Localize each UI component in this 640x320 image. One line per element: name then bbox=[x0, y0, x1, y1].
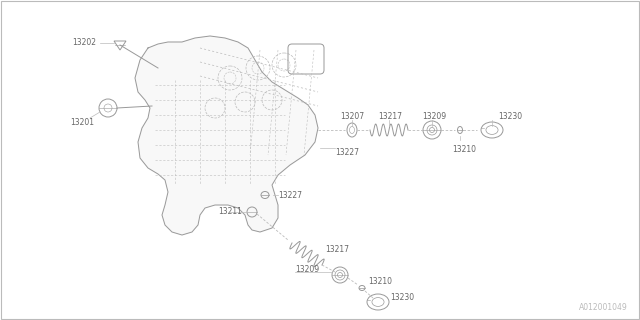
Text: 13209: 13209 bbox=[295, 266, 319, 275]
Text: 13202: 13202 bbox=[72, 38, 96, 47]
Text: A012001049: A012001049 bbox=[579, 303, 628, 312]
Text: 13201: 13201 bbox=[70, 118, 94, 127]
Polygon shape bbox=[135, 36, 318, 235]
Text: 13211: 13211 bbox=[218, 207, 242, 217]
Text: 13227: 13227 bbox=[278, 190, 302, 199]
Text: 13217: 13217 bbox=[325, 245, 349, 254]
Text: 13210: 13210 bbox=[368, 277, 392, 286]
Text: 13217: 13217 bbox=[378, 112, 402, 121]
Text: 13227: 13227 bbox=[335, 148, 359, 157]
Text: 13230: 13230 bbox=[390, 293, 414, 302]
Text: 13209: 13209 bbox=[422, 112, 446, 121]
Text: 13210: 13210 bbox=[452, 145, 476, 154]
Text: 13230: 13230 bbox=[498, 112, 522, 121]
Text: 13207: 13207 bbox=[340, 112, 364, 121]
